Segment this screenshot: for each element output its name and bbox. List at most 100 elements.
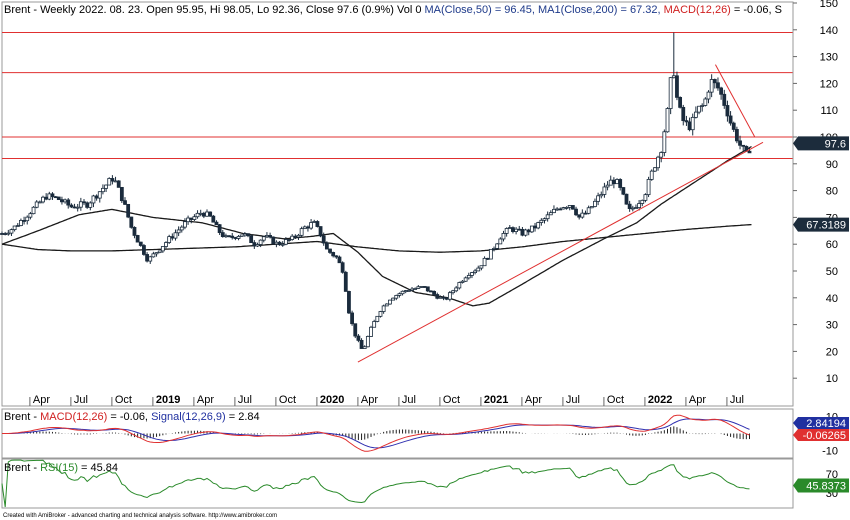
- candle-body: [394, 295, 399, 299]
- trendline: [714, 64, 756, 138]
- candle-body: [145, 254, 149, 262]
- candle-body: [611, 179, 616, 185]
- candle-body: [593, 200, 597, 207]
- candle-body: [447, 292, 452, 300]
- candle-body: [72, 206, 77, 209]
- candle-body: [362, 346, 367, 349]
- candle-body: [454, 287, 459, 292]
- candle-body: [15, 225, 20, 227]
- candle-body: [353, 323, 358, 337]
- y-tick-label: 90: [826, 159, 838, 171]
- candle-body: [511, 227, 515, 232]
- candle-body: [179, 226, 184, 231]
- footer-credit: Created with AmiBroker - advanced charti…: [3, 513, 277, 519]
- candle-body: [599, 194, 604, 197]
- candle-body: [627, 203, 632, 209]
- candle-body: [249, 235, 254, 244]
- candle-body: [671, 75, 676, 79]
- candle-body: [299, 228, 304, 236]
- candle-body: [242, 233, 247, 236]
- candle-body: [567, 205, 572, 208]
- candle-body: [12, 225, 17, 231]
- candle-body: [230, 235, 235, 238]
- candle-body: [413, 288, 418, 290]
- rsi-header: Brent - RSI(15) = 45.84: [4, 462, 118, 474]
- x-tick-label: 2022: [648, 394, 672, 406]
- candle-body: [451, 290, 455, 294]
- candle-body: [236, 236, 241, 239]
- candle-body: [296, 234, 301, 238]
- macd-header: Brent - MACD(12,26) = -0.06, Signal(12,2…: [4, 411, 260, 423]
- price-tag-label: 67.3189: [806, 220, 846, 232]
- candle-body: [101, 187, 105, 193]
- candle-body: [261, 236, 266, 241]
- y-tick-label: 80: [826, 186, 838, 198]
- candle-body: [662, 131, 667, 153]
- candle-body: [580, 212, 585, 218]
- candle-body: [678, 96, 683, 108]
- candle-body: [138, 241, 143, 246]
- x-tick-label: Apr: [689, 394, 706, 406]
- candle-body: [290, 235, 295, 240]
- candle-body: [340, 262, 345, 273]
- candle-body: [195, 212, 200, 218]
- candle-body: [157, 250, 162, 254]
- candle-body: [441, 296, 446, 299]
- candle-body: [41, 196, 45, 203]
- candle-body: [646, 178, 651, 196]
- rsi-tag-label: 45.8373: [806, 480, 846, 492]
- candle-body: [82, 201, 86, 204]
- candle-body: [280, 243, 285, 246]
- candle-body: [406, 290, 411, 292]
- candle-body: [3, 233, 8, 235]
- candle-body: [466, 275, 471, 279]
- candle-body: [605, 184, 610, 188]
- candle-body: [690, 116, 695, 131]
- candle-body: [542, 218, 547, 221]
- candle-body: [507, 227, 512, 230]
- candle-body: [186, 217, 190, 223]
- x-tick-label: Apr: [197, 394, 214, 406]
- macd-lines: [2, 414, 750, 452]
- candle-body: [148, 256, 153, 262]
- candle-body: [164, 242, 168, 247]
- candle-body: [6, 232, 11, 235]
- candle-body: [470, 272, 474, 276]
- candle-body: [473, 270, 478, 273]
- macd-panel: 10-10 2.84194-0.06265 Brent - MACD(12,26…: [1, 408, 849, 459]
- candle-body: [608, 179, 613, 186]
- y-tick-label: 20: [826, 346, 838, 358]
- candle-body: [94, 195, 99, 199]
- candle-body: [60, 199, 64, 203]
- candle-body: [258, 239, 263, 245]
- candle-body: [88, 202, 93, 208]
- candle-body: [66, 199, 71, 206]
- candle-body: [201, 212, 206, 217]
- candlestick-series: [0, 32, 752, 349]
- candle-body: [488, 248, 493, 260]
- candle-body: [9, 229, 14, 234]
- candle-body: [432, 290, 436, 295]
- macd-tag-label: -0.06265: [803, 430, 846, 442]
- candle-body: [637, 203, 642, 208]
- rsi-line: [1, 459, 750, 508]
- candle-body: [681, 106, 686, 122]
- candle-body: [331, 252, 336, 257]
- candle-body: [529, 225, 534, 233]
- x-tick-label: Jul: [402, 394, 416, 406]
- x-tick-label: 2020: [320, 394, 344, 406]
- candle-body: [246, 233, 250, 237]
- y-tick-label: 50: [826, 266, 838, 278]
- macd-path: [2, 414, 750, 452]
- candle-body: [719, 87, 724, 95]
- candle-body: [684, 120, 689, 123]
- candle-body: [132, 226, 137, 236]
- x-tick-label: 2019: [156, 394, 180, 406]
- candle-body: [287, 239, 291, 241]
- candle-body: [602, 186, 607, 195]
- candle-body: [208, 211, 213, 217]
- candle-body: [378, 311, 383, 317]
- candle-body: [457, 282, 462, 289]
- candle-body: [476, 267, 481, 272]
